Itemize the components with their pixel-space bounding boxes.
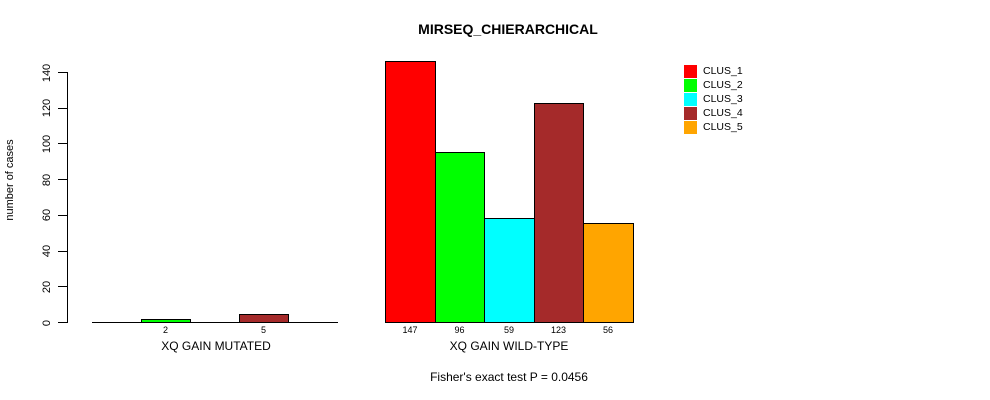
legend-item: CLUS_3: [684, 92, 743, 106]
y-tick-label: 140: [41, 63, 53, 82]
legend-label: CLUS_4: [703, 106, 743, 119]
y-tick: [58, 179, 68, 181]
legend-color-swatch: [684, 78, 697, 92]
bar: [141, 319, 191, 323]
y-tick: [58, 250, 68, 252]
y-tick: [58, 286, 68, 288]
bar-value-label: 123: [550, 325, 567, 335]
y-tick-label: 120: [41, 99, 53, 118]
bar-value-label: 147: [402, 325, 418, 335]
chart-title: MIRSEQ_CHIERARCHICAL: [418, 21, 598, 37]
legend-item: CLUS_2: [684, 78, 743, 92]
legend-label: CLUS_5: [703, 120, 743, 133]
group-label-mutated: XQ GAIN MUTATED: [161, 339, 271, 353]
y-tick-label: 0: [41, 319, 53, 326]
y-tick-label: 40: [41, 244, 53, 258]
bar-value-label: 2: [162, 325, 169, 335]
legend: CLUS_1 CLUS_2 CLUS_3 CLUS_4 CLUS_5: [684, 64, 743, 134]
y-tick: [58, 143, 68, 145]
y-tick-label: 20: [41, 280, 53, 293]
bar-value-label: 96: [454, 325, 465, 335]
legend-color-swatch: [684, 120, 697, 134]
footer-note: Fisher's exact test P = 0.0456: [430, 370, 588, 384]
legend-label: CLUS_1: [703, 64, 743, 77]
legend-color-swatch: [684, 64, 697, 78]
bar-value-label: 5: [260, 325, 267, 335]
legend-item: CLUS_4: [684, 106, 743, 120]
bar: [534, 103, 584, 323]
legend-item: CLUS_1: [684, 64, 743, 78]
y-tick-label: 80: [41, 173, 53, 186]
bar: [239, 314, 289, 323]
legend-color-swatch: [684, 106, 697, 120]
legend-color-swatch: [684, 92, 697, 106]
legend-label: CLUS_3: [703, 92, 743, 105]
legend-label: CLUS_2: [703, 78, 743, 91]
y-axis-line: [67, 72, 68, 323]
bar: [583, 223, 634, 323]
y-axis-label: number of cases: [4, 139, 16, 221]
group-label-wildtype: XQ GAIN WILD-TYPE: [449, 339, 569, 353]
y-tick: [58, 214, 68, 216]
y-tick: [58, 107, 68, 109]
y-tick-label: 60: [41, 209, 53, 222]
y-tick: [58, 322, 68, 323]
y-tick: [58, 72, 68, 73]
bar: [385, 60, 436, 323]
y-tick-label: 100: [41, 134, 53, 154]
bar: [484, 217, 535, 323]
legend-item: CLUS_5: [684, 120, 743, 134]
bar-value-label: 56: [602, 325, 614, 335]
group-baseline: [92, 322, 338, 323]
bar: [435, 151, 485, 323]
bar-value-label: 59: [503, 325, 515, 335]
